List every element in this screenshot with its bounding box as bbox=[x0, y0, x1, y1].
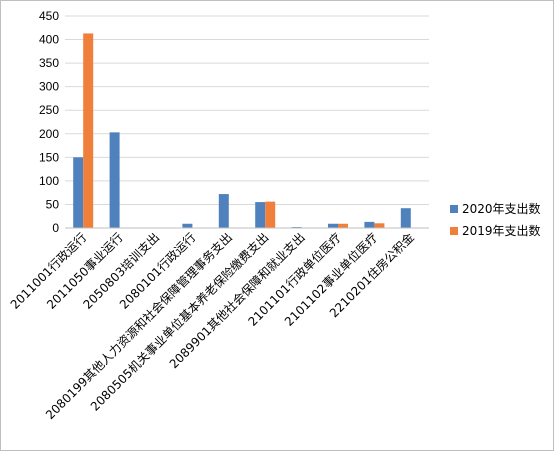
bar-series-0-cat-5 bbox=[255, 202, 266, 228]
gridlines bbox=[65, 15, 429, 205]
y-tick-label: 50 bbox=[46, 197, 60, 211]
legend-swatch bbox=[450, 205, 458, 213]
y-tick-label: 0 bbox=[52, 221, 59, 235]
bar-series-1-cat-5 bbox=[265, 201, 276, 228]
legend-label: 2019年支出数 bbox=[462, 223, 541, 238]
bar-series-1-cat-0 bbox=[83, 33, 94, 229]
bars bbox=[73, 33, 411, 229]
y-tick-label: 400 bbox=[39, 33, 59, 47]
y-tick-label: 150 bbox=[39, 150, 59, 164]
y-tick-label: 450 bbox=[39, 9, 59, 23]
bar-series-0-cat-3 bbox=[182, 223, 193, 228]
bar-series-0-cat-0 bbox=[73, 157, 84, 228]
y-tick-label: 250 bbox=[39, 103, 59, 117]
legend: 2020年支出数 2019年支出数 bbox=[450, 201, 541, 238]
legend-swatch bbox=[450, 227, 458, 235]
y-tick-label: 350 bbox=[39, 56, 59, 70]
bar-series-1-cat-8 bbox=[374, 223, 385, 228]
bar-series-0-cat-4 bbox=[218, 194, 229, 228]
category-labels: 2011001行政运行2011050事业运行2050803培训支出2080101… bbox=[8, 230, 417, 423]
bar-series-0-cat-7 bbox=[328, 223, 338, 228]
bar-series-1-cat-7 bbox=[338, 223, 348, 228]
bar-series-0-cat-8 bbox=[364, 221, 375, 228]
bar-series-0-cat-9 bbox=[400, 208, 411, 228]
y-tick-label: 200 bbox=[39, 127, 59, 141]
y-tick-label: 300 bbox=[39, 80, 59, 94]
y-tick-label: 100 bbox=[39, 174, 59, 188]
legend-label: 2020年支出数 bbox=[462, 201, 541, 216]
y-axis-ticks: 0 50 100 150 200 250 300 350 400 450 bbox=[39, 9, 59, 235]
bar-series-0-cat-1 bbox=[109, 132, 120, 228]
